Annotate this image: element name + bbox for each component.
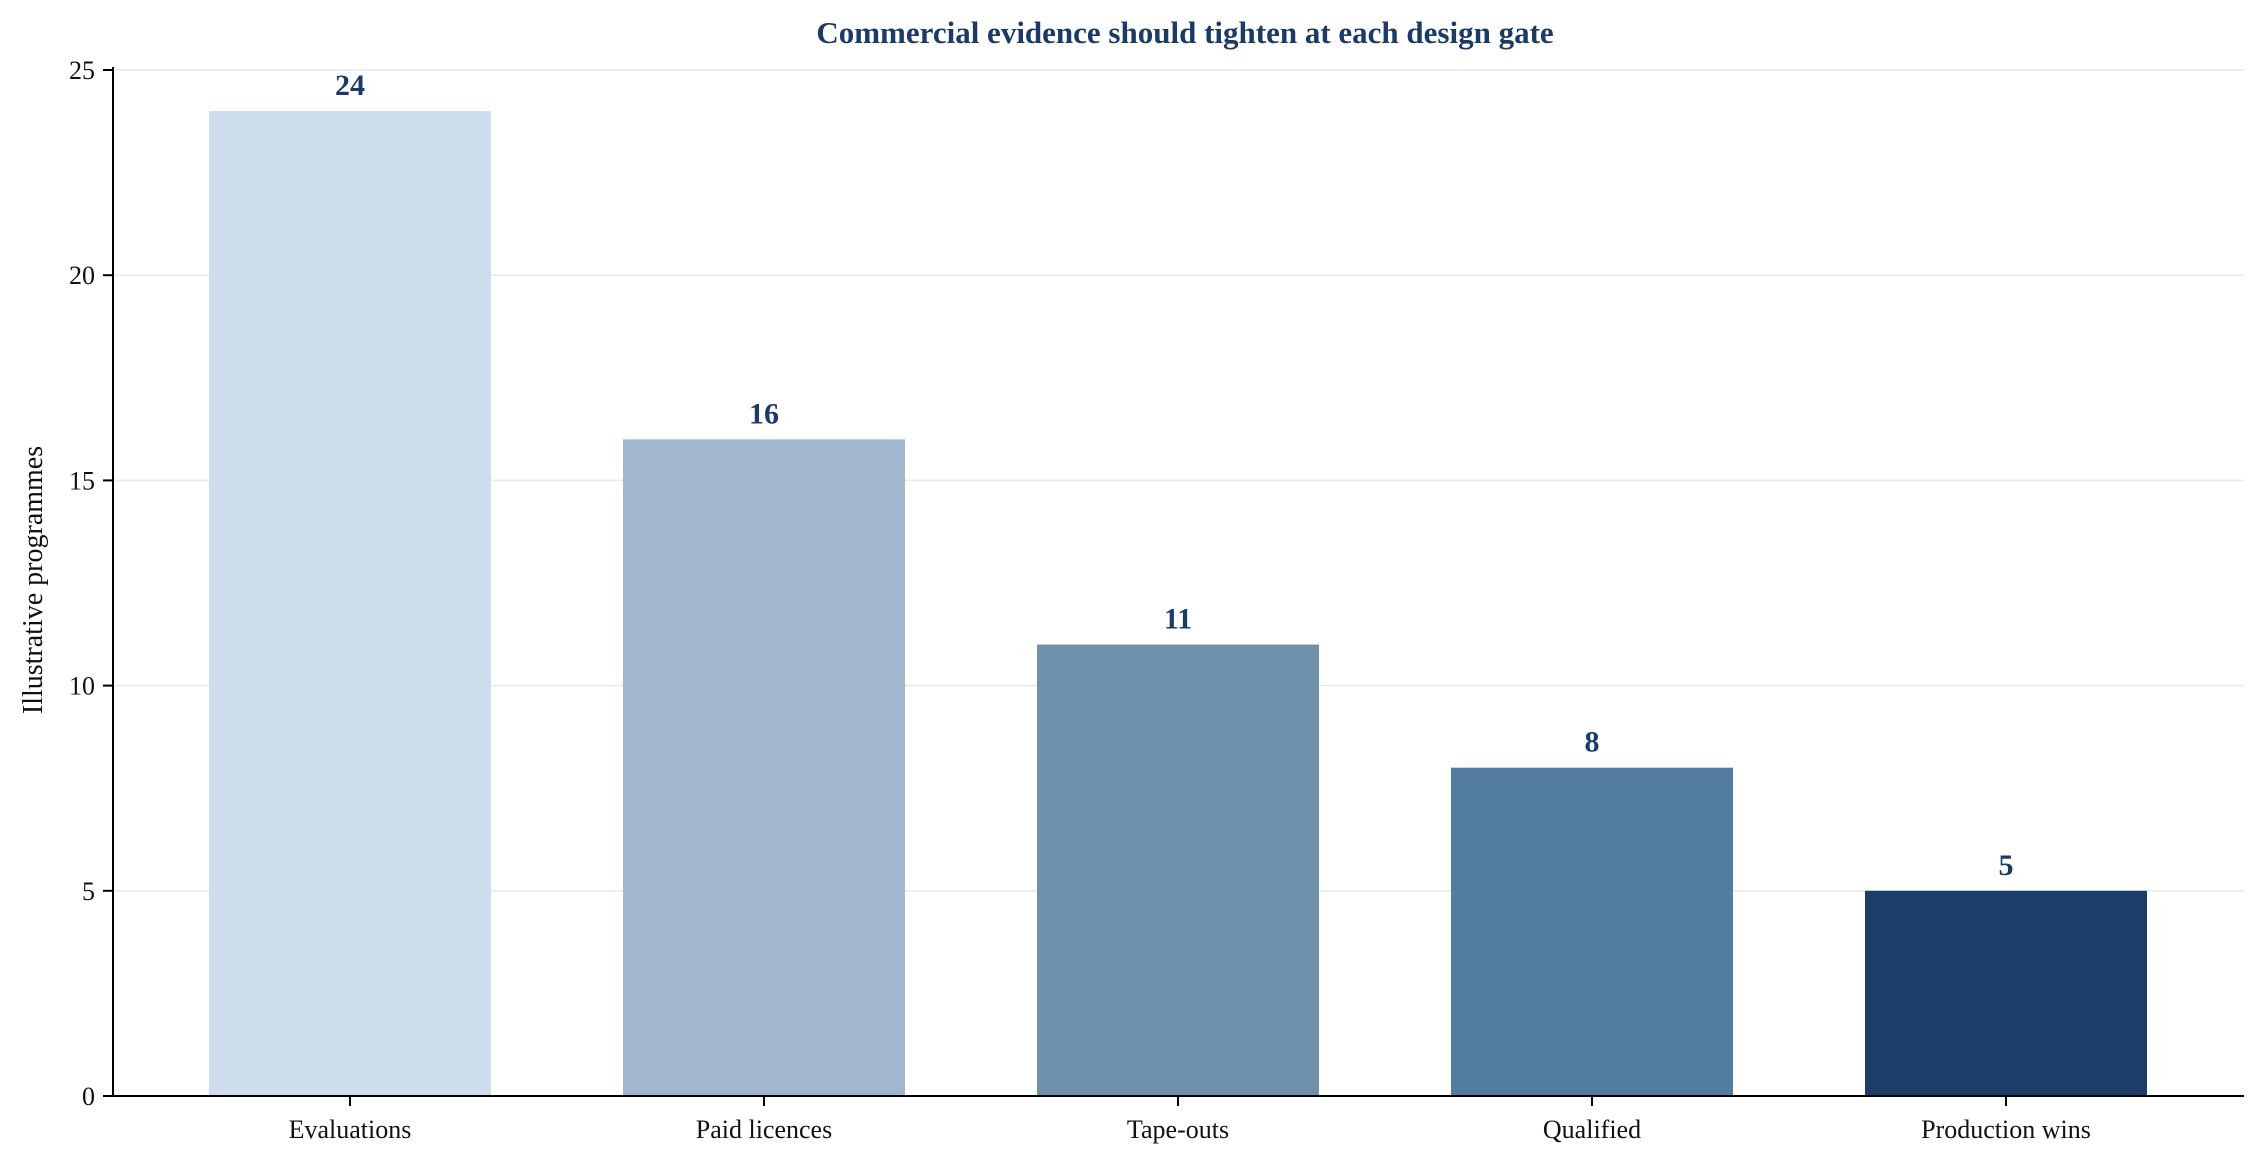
y-tick-label: 25: [69, 56, 95, 85]
y-tick-label: 10: [69, 672, 95, 701]
x-tick-label: Evaluations: [289, 1115, 412, 1144]
bar-value-label: 24: [335, 69, 365, 102]
x-tick-label: Tape-outs: [1127, 1115, 1229, 1144]
bar: [209, 111, 491, 1097]
y-tick-label: 15: [69, 466, 95, 495]
x-tick-label: Production wins: [1921, 1115, 2091, 1144]
data-labels: 24 16 11 8 5: [335, 69, 2014, 882]
bar: [1865, 890, 2147, 1096]
chart-title: Commercial evidence should tighten at ea…: [816, 15, 1553, 50]
y-tick-label: 0: [82, 1082, 95, 1111]
bar-value-label: 11: [1164, 603, 1192, 636]
x-ticks: Evaluations Paid licences Tape-outs Qualifi…: [289, 1096, 2091, 1144]
y-axis-label: Illustrative programmes: [18, 446, 49, 714]
bar-value-label: 8: [1585, 726, 1600, 759]
bar: [623, 439, 905, 1096]
bars: [209, 111, 2147, 1097]
x-tick-label: Paid licences: [696, 1115, 832, 1144]
y-tick-label: 20: [69, 261, 95, 290]
y-ticks: 0 5 10 15 20 25: [69, 56, 113, 1111]
x-tick-label: Qualified: [1543, 1115, 1641, 1144]
bar-value-label: 16: [749, 397, 779, 430]
y-tick-label: 5: [82, 877, 95, 906]
bar-value-label: 5: [1999, 849, 2014, 882]
bar: [1451, 767, 1733, 1096]
bar: [1037, 644, 1319, 1096]
